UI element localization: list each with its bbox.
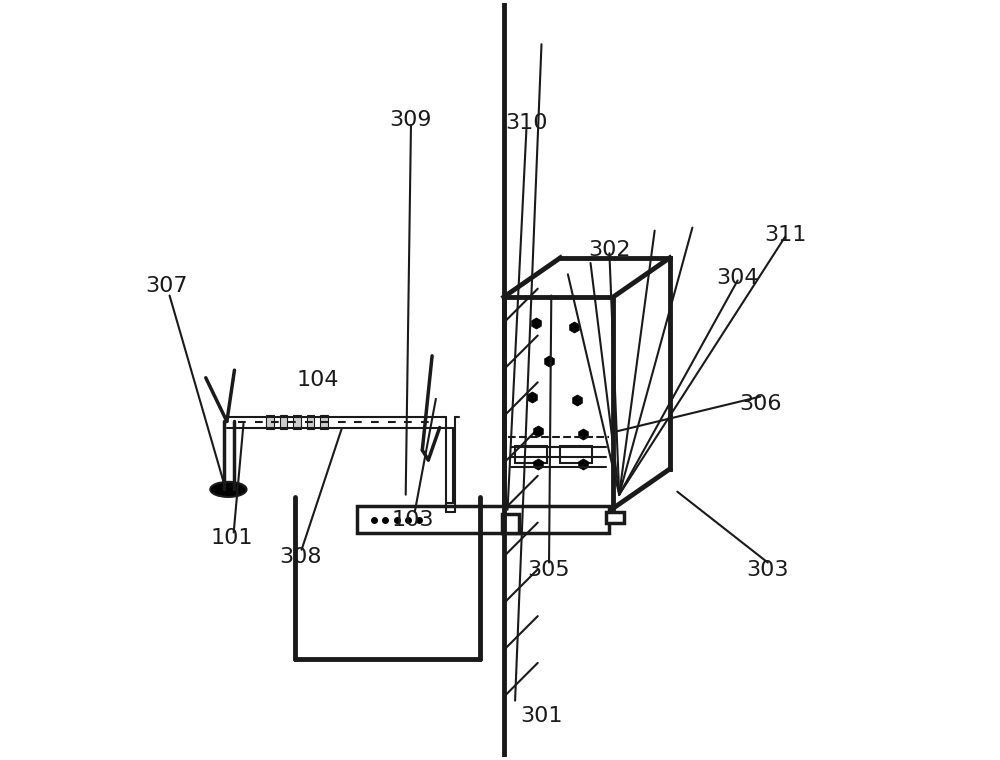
Bar: [307, 416, 314, 429]
Text: 310: 310: [505, 113, 548, 134]
Text: 301: 301: [520, 706, 563, 726]
Text: 101: 101: [211, 528, 253, 549]
Bar: [560, 446, 592, 463]
Bar: [515, 446, 547, 463]
Text: 302: 302: [588, 240, 631, 260]
Ellipse shape: [210, 482, 247, 497]
Text: 305: 305: [528, 560, 570, 580]
Bar: [357, 505, 609, 534]
Bar: [606, 512, 624, 523]
Text: 308: 308: [279, 547, 321, 567]
Bar: [320, 416, 328, 429]
Bar: [266, 416, 274, 429]
Bar: [502, 515, 519, 534]
Text: 306: 306: [739, 394, 782, 414]
Bar: [293, 416, 301, 429]
Bar: [280, 416, 287, 429]
Text: 311: 311: [764, 225, 806, 245]
Bar: [504, 297, 613, 508]
Text: 303: 303: [747, 560, 789, 580]
Text: 304: 304: [716, 268, 759, 288]
Text: 309: 309: [390, 109, 432, 130]
Text: 104: 104: [296, 370, 339, 390]
Text: 307: 307: [145, 276, 188, 296]
Text: 103: 103: [392, 509, 434, 530]
